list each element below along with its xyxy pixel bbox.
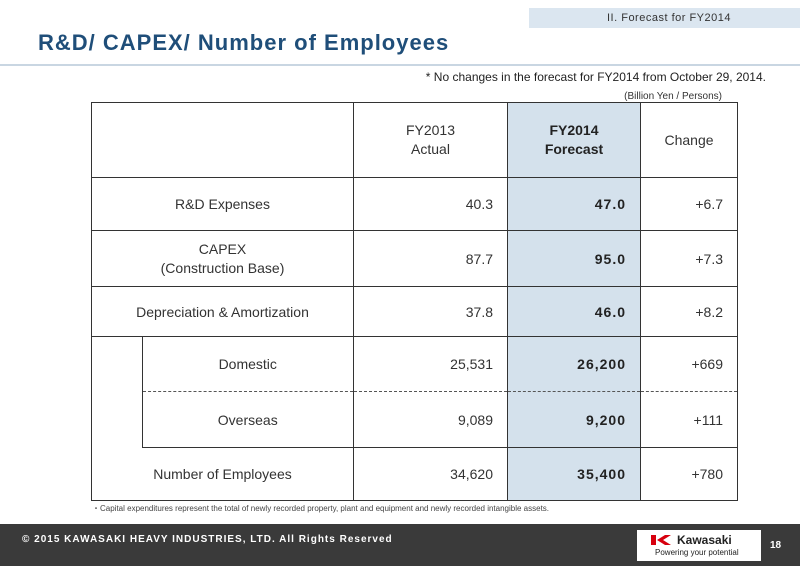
row-fy2013: 9,089 (353, 391, 508, 448)
row-fy2014: 47.0 (507, 177, 641, 231)
row-fy2013: 87.7 (353, 230, 508, 287)
table-row-depreciation: Depreciation & Amortization 37.8 46.0 +8… (91, 286, 738, 337)
row-fy2013: 37.8 (353, 286, 508, 337)
row-fy2014: 95.0 (507, 230, 641, 287)
header-fy2013: FY2013 Actual (353, 102, 508, 178)
row-label-line1: CAPEX (198, 240, 247, 257)
table-row-employees: Number of Employees 34,620 35,400 +780 (91, 447, 738, 501)
row-change: +8.2 (640, 286, 738, 337)
row-change: +669 (640, 336, 738, 392)
page-number: 18 (770, 540, 782, 551)
row-label: Number of Employees (91, 447, 354, 501)
row-change: +6.7 (640, 177, 738, 231)
row-fy2014: 46.0 (507, 286, 641, 337)
row-change: +111 (640, 391, 738, 448)
data-table: FY2013 Actual FY2014 Forecast Change R&D… (91, 102, 738, 501)
row-fy2013: 25,531 (353, 336, 508, 392)
header-label-cell (142, 102, 354, 178)
header-spacer (91, 102, 142, 178)
row-label-line2: (Construction Base) (160, 259, 285, 276)
header-fy2013-line1: FY2013 (405, 122, 456, 138)
section-tag-text: II. Forecast for FY2014 (607, 12, 731, 24)
row-fy2013: 34,620 (353, 447, 508, 501)
row-label: Overseas (142, 391, 354, 448)
header-fy2014: FY2014 Forecast (507, 102, 641, 178)
header-fy2014-line1: FY2014 (549, 122, 599, 138)
table-row-overseas: Overseas 9,089 9,200 +111 (91, 391, 738, 448)
row-fy2013: 40.3 (353, 177, 508, 231)
row-label: CAPEX (Construction Base) (91, 230, 354, 287)
header-change: Change (640, 102, 738, 178)
row-fy2014: 9,200 (507, 391, 641, 448)
forecast-note: * No changes in the forecast for FY2014 … (425, 70, 766, 84)
row-change: +780 (640, 447, 738, 501)
kawasaki-logo: Kawasaki Powering your potential (637, 530, 761, 561)
row-label: Depreciation & Amortization (91, 286, 354, 337)
logo-name: Kawasaki (677, 533, 732, 547)
capex-footnote: ・Capital expenditures represent the tota… (92, 504, 550, 513)
row-indent (91, 336, 143, 392)
row-label: R&D Expenses (91, 177, 354, 231)
table-row-capex: CAPEX (Construction Base) 87.7 95.0 +7.3 (91, 230, 738, 287)
page-title: R&D/ CAPEX/ Number of Employees (38, 30, 450, 55)
row-label: Domestic (142, 336, 354, 392)
kawasaki-river-mark-icon (651, 535, 671, 545)
header-fy2013-line2: Actual (411, 141, 450, 157)
header-fy2014-line2: Forecast (544, 141, 604, 157)
copyright-text: © 2015 KAWASAKI HEAVY INDUSTRIES, LTD. A… (22, 534, 393, 545)
table-header-row: FY2013 Actual FY2014 Forecast Change (91, 102, 738, 178)
table-row-domestic: Domestic 25,531 26,200 +669 (91, 336, 738, 392)
logo-tagline: Powering your potential (655, 548, 739, 557)
row-change: +7.3 (640, 230, 738, 287)
row-indent (91, 391, 143, 448)
table-row-rd: R&D Expenses 40.3 47.0 +6.7 (91, 177, 738, 231)
section-tag: II. Forecast for FY2014 (529, 8, 800, 28)
row-fy2014: 35,400 (507, 447, 641, 501)
title-divider (0, 64, 800, 66)
row-fy2014: 26,200 (507, 336, 641, 392)
footer-bar: © 2015 KAWASAKI HEAVY INDUSTRIES, LTD. A… (0, 524, 800, 566)
unit-label: (Billion Yen / Persons) (624, 91, 722, 102)
